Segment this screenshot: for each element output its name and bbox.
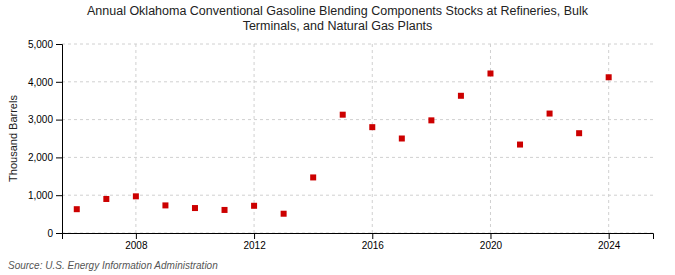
y-tick: 4,000: [28, 77, 62, 88]
point: [606, 74, 612, 80]
y-tick: 2,000: [28, 152, 62, 163]
point: [576, 130, 582, 136]
point: [487, 70, 493, 76]
y-axis-line: [56, 45, 63, 234]
grid-line-y: [62, 44, 653, 45]
point: [251, 203, 257, 209]
x-tick-mark: [490, 233, 491, 239]
x-tick-label: 2012: [243, 240, 266, 251]
point: [458, 93, 464, 99]
y-axis-label: Thousand Barrels: [7, 95, 19, 182]
annotation: Source: U.S. Energy Information Administ…: [8, 260, 218, 271]
y-tick-label: 0: [47, 228, 53, 239]
title-line: Terminals, and Natural Gas Plants: [243, 19, 433, 33]
point: [192, 205, 198, 211]
y-tick-mark: [56, 82, 62, 83]
y-tick-label: 4,000: [28, 77, 53, 88]
point: [369, 124, 375, 130]
x-tick: 2008: [125, 233, 148, 251]
point: [399, 136, 405, 142]
grid-line-y: [62, 119, 653, 120]
point: [310, 174, 316, 180]
x-tick-label: 2008: [125, 240, 148, 251]
y-tick-label: 2,000: [28, 152, 53, 163]
y-tick-label: 3,000: [28, 114, 53, 125]
x-tick-mark: [136, 233, 137, 239]
point: [162, 202, 168, 208]
grid-line-x: [372, 44, 373, 233]
point: [103, 196, 109, 202]
grid-line-y: [62, 81, 653, 82]
y-tick-mark: [56, 157, 62, 158]
x-tick-mark: [254, 233, 255, 239]
x-tick: 2020: [480, 233, 503, 251]
x-tick: 2016: [362, 233, 385, 251]
y-tick: 5,000: [28, 39, 62, 50]
y-tick-mark: [56, 233, 62, 234]
x-tick: 2024: [598, 233, 621, 251]
point: [428, 117, 434, 123]
y-tick-mark: [56, 195, 62, 196]
grid-line-x: [135, 44, 136, 233]
grid-line-y: [62, 157, 653, 158]
point: [222, 207, 228, 213]
point: [281, 211, 287, 217]
y-tick: 1,000: [28, 190, 62, 201]
title: Annual Oklahoma Conventional Gasoline Bl…: [87, 4, 589, 33]
x-tick-label: 2024: [598, 240, 621, 251]
y-tick-mark: [56, 120, 62, 121]
y-tick-label: 5,000: [28, 39, 53, 50]
x-tick-label: 2016: [362, 240, 385, 251]
x-axis: 2008 2012 2016 2020 2024: [63, 233, 654, 251]
point: [340, 112, 346, 118]
x-tick: 2012: [243, 233, 266, 251]
y-tick: 3,000: [28, 114, 62, 125]
point: [133, 193, 139, 199]
point: [517, 142, 523, 148]
point: [547, 111, 553, 117]
y-axis: 0 1,000 2,000 3,000 4,000 5,000: [28, 39, 63, 239]
y-tick-label: 1,000: [28, 190, 53, 201]
grid-line-x: [608, 44, 609, 233]
x-tick-mark: [372, 233, 373, 239]
grid: [62, 44, 653, 233]
x-tick-label: 2020: [480, 240, 503, 251]
title-line: Annual Oklahoma Conventional Gasoline Bl…: [87, 4, 589, 18]
y-tick-mark: [56, 44, 62, 45]
x-tick-mark: [609, 233, 610, 239]
y-tick: 0: [47, 228, 62, 239]
chart: Annual Oklahoma Conventional Gasoline Bl…: [0, 0, 675, 275]
grid-line-y: [62, 195, 653, 196]
marks: [74, 70, 612, 216]
plot-area: 2008 2012 2016 2020 2024 0 1,000 2,000 3,000 4,00…: [28, 39, 654, 251]
x-axis-line: [63, 234, 654, 240]
point: [74, 206, 80, 212]
